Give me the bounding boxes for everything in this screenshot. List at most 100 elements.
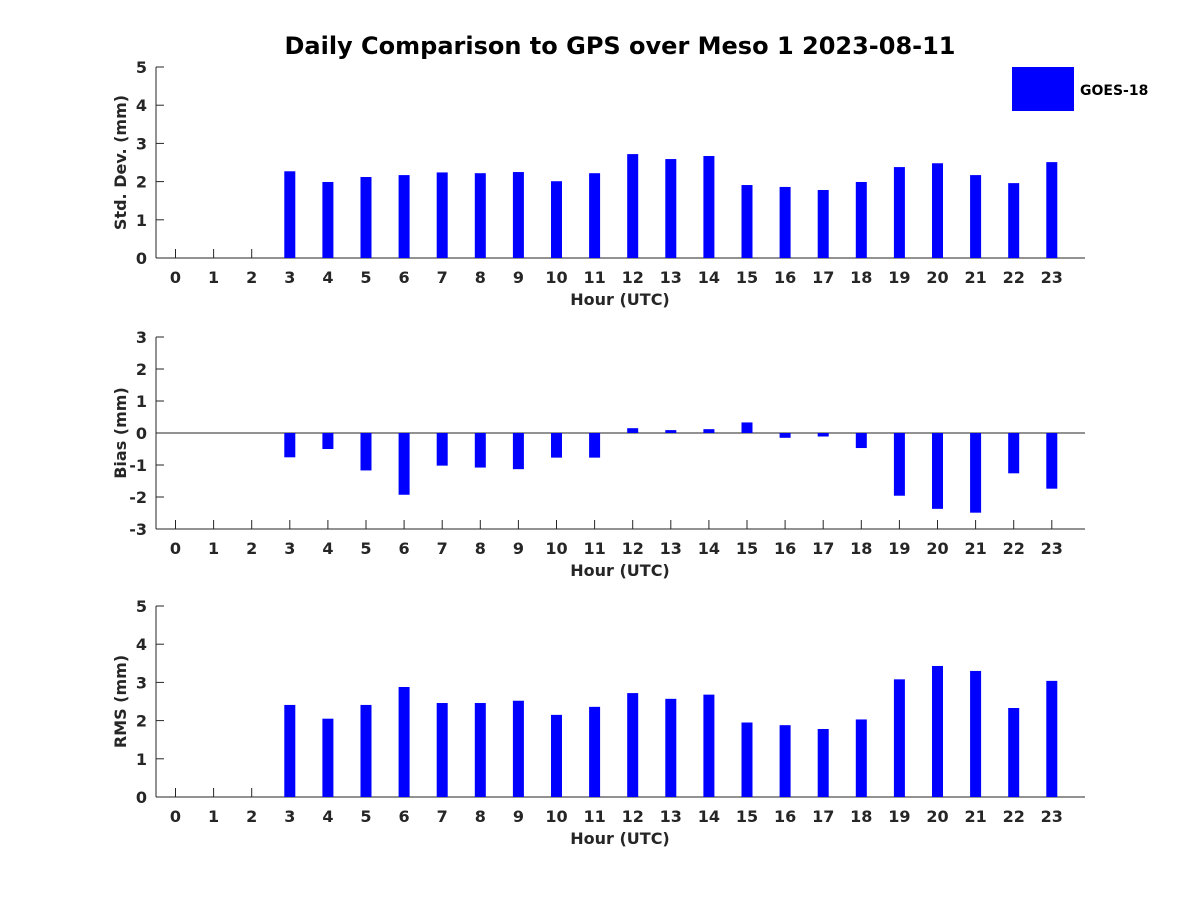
x-tick-label: 17	[812, 807, 834, 826]
legend: GOES-18	[1012, 67, 1148, 111]
x-tick-label: 0	[170, 807, 181, 826]
y-tick-label: 0	[136, 788, 147, 807]
x-axis-label: Hour (UTC)	[570, 561, 670, 580]
y-tick-label: 2	[136, 173, 147, 192]
y-axis-label: Bias (mm)	[111, 387, 130, 479]
x-tick-label: 8	[475, 539, 486, 558]
bar-hour-20	[932, 433, 943, 509]
y-tick-label: 1	[136, 750, 147, 769]
bar-hour-12	[627, 693, 639, 797]
x-tick-label: 13	[660, 539, 682, 558]
bar-hour-18	[855, 181, 867, 258]
x-tick-label: 17	[812, 268, 834, 287]
bar-hour-9	[512, 433, 524, 470]
y-tick-label: 1	[136, 392, 147, 411]
x-tick-label: 22	[1003, 807, 1025, 826]
bar-hour-21	[970, 670, 982, 797]
bar-hour-14	[703, 156, 715, 258]
bar-hour-3	[284, 704, 296, 797]
x-tick-label: 10	[545, 807, 567, 826]
x-tick-label: 16	[774, 539, 796, 558]
bar-hour-22	[1008, 433, 1020, 474]
x-tick-label: 18	[850, 539, 872, 558]
x-tick-label: 19	[888, 807, 910, 826]
x-tick-label: 0	[170, 268, 181, 287]
bar-hour-12	[627, 428, 639, 433]
bar-hour-18	[855, 433, 867, 449]
bar-hour-5	[360, 177, 372, 258]
bar-hour-11	[589, 173, 601, 258]
y-tick-label: 1	[136, 211, 147, 230]
x-tick-label: 15	[736, 807, 758, 826]
x-tick-label: 5	[360, 539, 371, 558]
bar-hour-17	[817, 729, 829, 797]
bar-hour-5	[360, 433, 372, 471]
y-tick-label: 4	[136, 635, 147, 654]
bar-hour-6	[398, 686, 410, 797]
x-tick-label: 14	[698, 539, 720, 558]
bar-hour-7	[436, 703, 448, 797]
x-tick-label: 14	[698, 807, 720, 826]
x-tick-label: 9	[513, 807, 524, 826]
y-tick-label: 0	[136, 424, 147, 443]
x-tick-label: 1	[208, 807, 219, 826]
x-axis-label: Hour (UTC)	[570, 290, 670, 309]
x-tick-label: 4	[322, 539, 333, 558]
y-axis-label: RMS (mm)	[111, 655, 130, 748]
x-tick-label: 2	[246, 807, 257, 826]
x-tick-label: 3	[284, 268, 295, 287]
bar-hour-9	[512, 172, 524, 258]
y-tick-label: -1	[129, 456, 147, 475]
x-tick-label: 19	[888, 268, 910, 287]
x-tick-label: 14	[698, 268, 720, 287]
bar-hour-23	[1046, 162, 1058, 258]
x-tick-label: 8	[475, 807, 486, 826]
x-tick-label: 16	[774, 807, 796, 826]
x-tick-label: 15	[736, 539, 758, 558]
bar-hour-13	[665, 698, 677, 797]
x-tick-label: 5	[360, 268, 371, 287]
x-tick-label: 23	[1041, 268, 1063, 287]
x-tick-label: 12	[622, 807, 644, 826]
x-tick-label: 22	[1003, 539, 1025, 558]
bar-hour-19	[893, 167, 905, 258]
bar-hour-4	[322, 433, 334, 449]
bar-hour-17	[817, 433, 829, 437]
x-tick-label: 17	[812, 539, 834, 558]
bar-hour-8	[474, 703, 486, 797]
bar-hour-15	[741, 185, 753, 258]
y-tick-label: 5	[136, 58, 147, 77]
x-tick-label: 21	[964, 807, 986, 826]
x-tick-label: 16	[774, 268, 796, 287]
bar-hour-13	[665, 159, 677, 258]
bar-hour-16	[779, 186, 791, 258]
bar-hour-21	[970, 433, 982, 513]
bar-hour-19	[893, 433, 905, 496]
bar-hour-10	[551, 714, 562, 797]
x-tick-label: 11	[583, 268, 605, 287]
bar-hour-18	[855, 719, 867, 797]
y-axis-label: Std. Dev. (mm)	[111, 95, 130, 230]
y-tick-label: 3	[136, 673, 147, 692]
x-tick-label: 6	[399, 539, 410, 558]
bar-hour-16	[779, 433, 791, 438]
x-tick-label: 23	[1041, 807, 1063, 826]
bar-hour-8	[474, 433, 486, 468]
x-tick-label: 20	[926, 539, 948, 558]
bar-hour-8	[474, 173, 486, 258]
x-tick-label: 18	[850, 268, 872, 287]
bar-hour-14	[703, 429, 715, 433]
bar-hour-17	[817, 190, 829, 258]
x-tick-label: 2	[246, 539, 257, 558]
bar-hour-15	[741, 722, 753, 797]
bar-hour-23	[1046, 433, 1058, 489]
x-tick-label: 9	[513, 268, 524, 287]
x-tick-label: 1	[208, 268, 219, 287]
x-tick-label: 7	[437, 268, 448, 287]
bar-hour-22	[1008, 183, 1020, 258]
x-tick-label: 15	[736, 268, 758, 287]
chart-title: Daily Comparison to GPS over Meso 1 2023…	[284, 32, 955, 60]
bar-hour-7	[436, 433, 448, 466]
